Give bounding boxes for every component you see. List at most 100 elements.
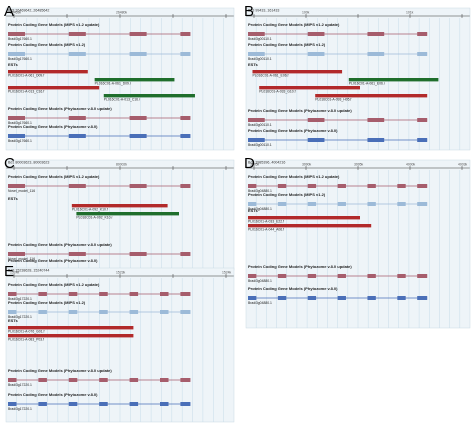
ruler-tick-label: 3990k	[302, 163, 312, 167]
exon	[367, 118, 385, 122]
exon	[180, 184, 191, 188]
exon	[307, 118, 325, 122]
feature-label: PL016C01-A-061_D09.r	[95, 81, 132, 85]
exon	[417, 296, 428, 300]
exon	[367, 32, 385, 36]
feature-label: PL016C01-A-083_P03.f	[8, 337, 44, 341]
track-title: Protein Coding Gene Models (MIPS v1.2)	[248, 42, 326, 47]
est-bar	[248, 216, 360, 220]
est-bar	[252, 70, 343, 74]
exon	[68, 184, 86, 188]
panel-c: 80002k Bd1 80003623..80003623 Protein Codi…	[5, 159, 235, 271]
est-bar	[248, 224, 372, 228]
track-title: Protein Coding Gene Models (MIPS v1.2 up…	[248, 22, 340, 27]
est-bar	[8, 86, 100, 90]
exon	[417, 32, 428, 36]
exon	[248, 138, 265, 142]
exon	[277, 296, 287, 300]
track-title: Protein Coding Gene Models (MIPS v1.2 up…	[248, 174, 340, 179]
est-bar	[8, 334, 134, 338]
exon	[129, 184, 147, 188]
exon	[337, 184, 346, 188]
exon	[248, 32, 265, 36]
track-title: Protein Coding Gene Models (Phytozome v.…	[8, 258, 98, 263]
exon	[38, 292, 47, 296]
est-bar	[71, 204, 168, 208]
track-title: Protein Coding Gene Models (Phytozome v.…	[8, 368, 112, 373]
feature-label: Bradi3g17220.1	[8, 383, 32, 387]
track-title: ESTs	[8, 196, 18, 201]
track-title: ESTs	[248, 62, 258, 67]
ruler-tick-label: 4000k	[406, 163, 416, 167]
exon	[68, 292, 78, 296]
est-bar	[315, 94, 428, 98]
est-bar	[8, 326, 134, 330]
panel-letter: A	[4, 3, 14, 20]
track-title: Protein Coding Gene Models (Phytozome v.…	[8, 242, 112, 247]
feature-label: PL016C01-A-092_K10.r	[76, 215, 113, 219]
feature-label: PL016C01-A-013_C16.r	[104, 97, 141, 101]
exon	[99, 310, 108, 314]
exon	[417, 138, 428, 142]
panel-letter: D	[244, 155, 255, 172]
exon	[99, 402, 108, 406]
panel-letter: C	[4, 155, 15, 172]
exon	[68, 378, 78, 382]
feature-label: Bradi3g00110.1	[248, 143, 272, 147]
feature-label: Novel_model_116	[8, 257, 35, 261]
track-title: Protein Coding Gene Models (MIPS v1.2)	[8, 300, 86, 305]
exon	[129, 310, 139, 314]
feature-label: PL016C01-A-061_E06.r	[349, 81, 386, 85]
exon	[129, 402, 139, 406]
exon	[129, 52, 147, 56]
feature-label: Bradi3g17660.1	[8, 57, 32, 61]
exon	[160, 402, 169, 406]
coordinate-label: Bd3 26469642..26485642	[8, 9, 49, 13]
track-title: Protein Coding Gene Models (MIPS v1.2)	[248, 192, 326, 197]
exon	[68, 52, 86, 56]
exon	[367, 184, 376, 188]
ruler-tick-label: 1524k	[10, 271, 20, 275]
exon	[8, 134, 26, 138]
exon	[68, 310, 78, 314]
exon	[8, 292, 17, 296]
exon	[8, 116, 26, 120]
feature-label: Bradi3g04880.1	[248, 279, 272, 283]
exon	[8, 52, 26, 56]
exon	[397, 184, 406, 188]
exon	[417, 118, 428, 122]
ruler-tick-label: 101k	[406, 11, 414, 15]
exon	[277, 184, 287, 188]
exon	[397, 202, 406, 206]
feature-label: PL016C01-A-092_K10.f	[72, 207, 108, 211]
exon	[248, 52, 265, 56]
ruler-tick-label: 80002k	[116, 163, 127, 167]
exon	[68, 32, 86, 36]
exon	[307, 274, 317, 278]
exon	[8, 252, 26, 256]
exon	[337, 274, 346, 278]
exon	[367, 202, 376, 206]
feature-label: PL016C01-A-033_G10.f	[259, 89, 295, 93]
est-bar	[76, 212, 179, 216]
exon	[180, 402, 191, 406]
exon	[337, 296, 346, 300]
exon	[68, 252, 86, 256]
track-title: Protein Coding Gene Models (MIPS v1.2 up…	[8, 174, 100, 179]
exon	[307, 138, 325, 142]
exon	[8, 310, 17, 314]
exon	[277, 274, 287, 278]
exon	[307, 296, 317, 300]
coordinate-label: Bd3 99433..161433	[248, 9, 279, 13]
exon	[248, 118, 265, 122]
track-title: ESTs	[8, 318, 18, 323]
exon	[367, 296, 376, 300]
exon	[129, 134, 147, 138]
exon	[129, 32, 147, 36]
exon	[129, 252, 147, 256]
feature-label: Bradi3g17660.1	[8, 139, 32, 143]
est-bar	[259, 86, 360, 90]
panel-border	[5, 7, 235, 151]
